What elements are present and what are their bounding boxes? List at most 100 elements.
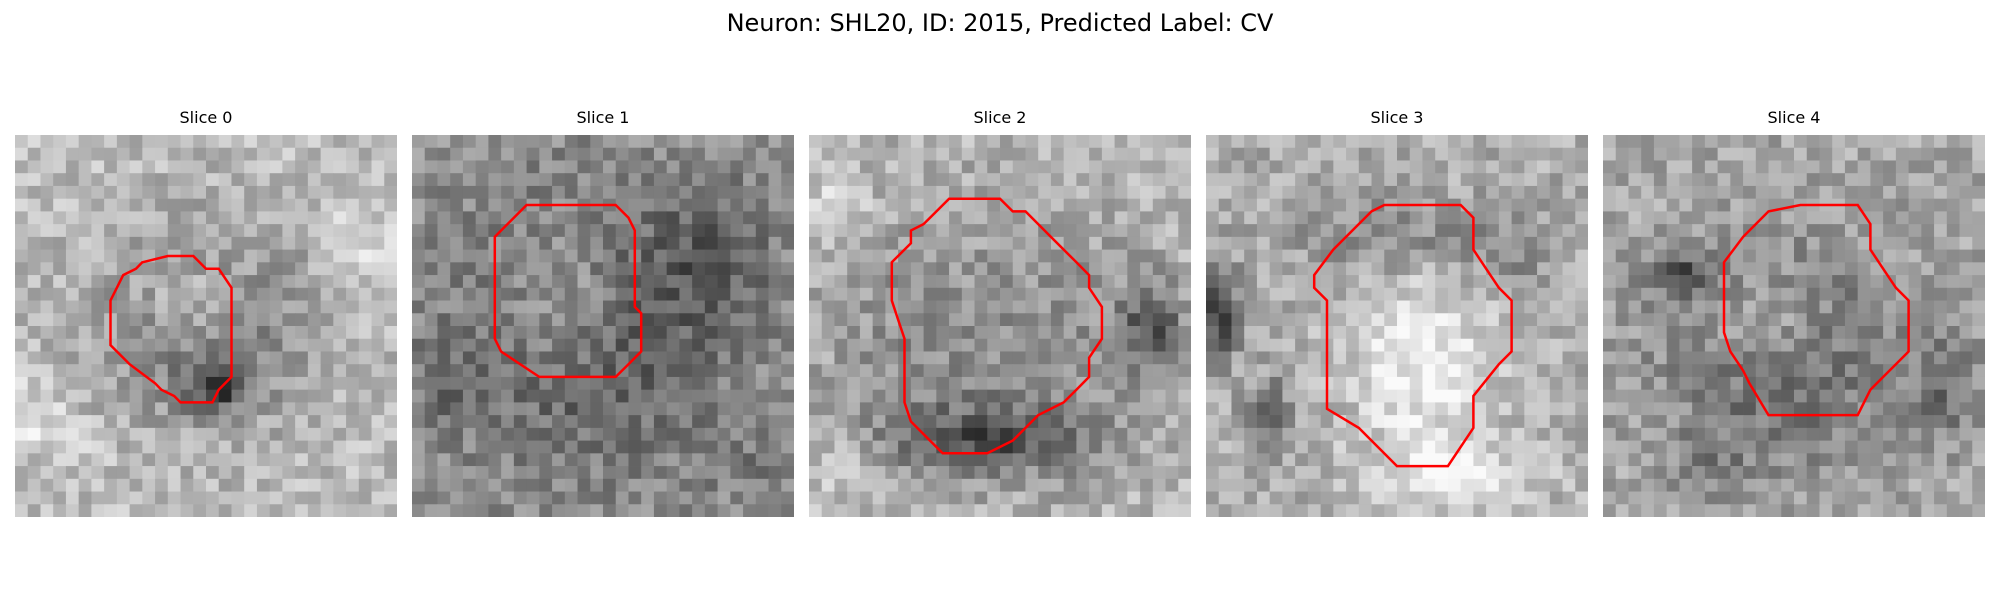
image-pixel bbox=[206, 160, 220, 174]
image-pixel bbox=[1460, 236, 1474, 250]
image-pixel bbox=[628, 389, 642, 403]
image-pixel bbox=[615, 287, 629, 301]
image-pixel bbox=[872, 351, 886, 365]
image-pixel bbox=[91, 249, 105, 263]
image-pixel bbox=[615, 478, 629, 492]
image-pixel bbox=[704, 364, 718, 378]
image-pixel bbox=[704, 351, 718, 365]
image-pixel bbox=[1641, 466, 1655, 480]
image-pixel bbox=[1384, 185, 1398, 200]
image-pixel bbox=[180, 275, 194, 289]
image-pixel bbox=[1486, 326, 1500, 340]
image-pixel bbox=[730, 453, 744, 467]
image-pixel bbox=[768, 466, 782, 480]
image-pixel bbox=[872, 262, 886, 276]
image-pixel bbox=[743, 376, 757, 391]
image-pixel bbox=[1038, 185, 1052, 200]
image-pixel bbox=[1575, 185, 1588, 200]
image-pixel bbox=[501, 287, 515, 301]
image-pixel bbox=[1537, 185, 1551, 200]
image-pixel bbox=[821, 427, 835, 441]
image-pixel bbox=[180, 376, 194, 391]
image-pixel bbox=[1895, 275, 1909, 289]
image-pixel bbox=[1012, 351, 1026, 365]
image-pixel bbox=[1615, 275, 1629, 289]
image-pixel bbox=[539, 313, 553, 327]
image-pixel bbox=[936, 300, 950, 314]
image-pixel bbox=[577, 376, 591, 391]
image-pixel bbox=[679, 287, 693, 301]
image-pixel bbox=[1755, 236, 1769, 250]
image-pixel bbox=[1908, 453, 1922, 467]
image-pixel bbox=[974, 478, 988, 492]
image-pixel bbox=[1679, 427, 1693, 441]
image-pixel bbox=[603, 491, 617, 505]
image-pixel bbox=[1692, 249, 1706, 263]
image-pixel bbox=[155, 135, 169, 149]
image-pixel bbox=[1819, 135, 1833, 149]
image-pixel bbox=[129, 147, 143, 161]
image-pixel bbox=[1679, 262, 1693, 276]
image-pixel bbox=[450, 275, 464, 289]
image-pixel bbox=[1794, 440, 1808, 454]
image-pixel bbox=[1384, 249, 1398, 263]
image-pixel bbox=[1371, 300, 1385, 314]
image-pixel bbox=[1473, 275, 1487, 289]
image-pixel bbox=[1256, 440, 1271, 454]
image-pixel bbox=[1781, 453, 1795, 467]
image-pixel bbox=[1089, 275, 1103, 289]
image-pixel bbox=[488, 491, 502, 505]
image-pixel bbox=[987, 376, 1001, 391]
image-pixel bbox=[1050, 249, 1065, 263]
image-pixel bbox=[78, 160, 92, 174]
image-pixel bbox=[1371, 262, 1385, 276]
image-pixel bbox=[180, 326, 194, 340]
image-pixel bbox=[961, 135, 975, 149]
image-pixel bbox=[231, 313, 245, 327]
image-pixel bbox=[1269, 351, 1283, 365]
image-pixel bbox=[1486, 135, 1500, 149]
image-pixel bbox=[1730, 262, 1744, 276]
image-pixel bbox=[1832, 262, 1846, 276]
image-pixel bbox=[1282, 453, 1296, 467]
image-pixel bbox=[129, 287, 143, 301]
image-pixel bbox=[65, 364, 80, 378]
image-pixel bbox=[679, 478, 693, 492]
image-pixel bbox=[1615, 364, 1629, 378]
image-pixel bbox=[1063, 402, 1077, 416]
image-pixel bbox=[1575, 249, 1588, 263]
image-pixel bbox=[1717, 504, 1731, 517]
image-pixel bbox=[1806, 287, 1820, 301]
image-pixel bbox=[1641, 478, 1655, 492]
image-pixel bbox=[1473, 440, 1487, 454]
image-pixel bbox=[923, 249, 937, 263]
image-pixel bbox=[743, 402, 757, 416]
image-pixel bbox=[768, 262, 782, 276]
image-pixel bbox=[1486, 147, 1500, 161]
image-pixel bbox=[1537, 160, 1551, 174]
image-pixel bbox=[450, 135, 464, 149]
image-pixel bbox=[987, 313, 1001, 327]
image-pixel bbox=[282, 427, 296, 441]
image-pixel bbox=[1972, 262, 1985, 276]
image-pixel bbox=[1781, 236, 1795, 250]
image-pixel bbox=[1524, 504, 1538, 517]
image-pixel bbox=[1692, 185, 1706, 200]
image-pixel bbox=[1819, 440, 1833, 454]
image-pixel bbox=[679, 440, 693, 454]
image-pixel bbox=[78, 376, 92, 391]
image-pixel bbox=[1307, 147, 1321, 161]
image-pixel bbox=[1295, 160, 1309, 174]
image-pixel bbox=[679, 453, 693, 467]
image-pixel bbox=[526, 313, 540, 327]
image-pixel bbox=[1256, 313, 1271, 327]
image-pixel bbox=[218, 453, 232, 467]
image-pixel bbox=[346, 300, 360, 314]
image-pixel bbox=[15, 376, 29, 391]
image-pixel bbox=[526, 224, 540, 238]
image-pixel bbox=[743, 147, 757, 161]
image-pixel bbox=[1857, 466, 1871, 480]
image-pixel bbox=[193, 211, 207, 225]
image-pixel bbox=[1603, 466, 1617, 480]
image-pixel bbox=[885, 185, 899, 200]
